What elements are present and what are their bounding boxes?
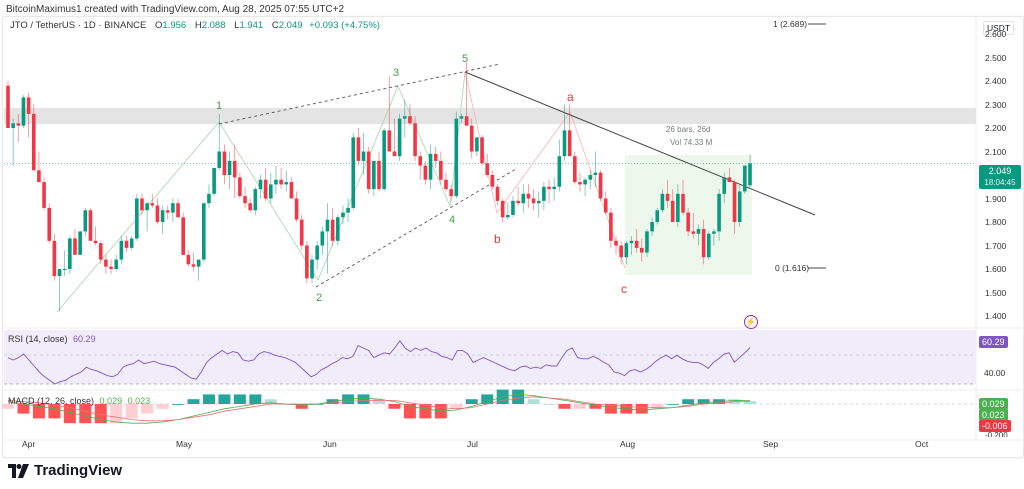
trendline[interactable] (464, 71, 816, 216)
rsi-value-badge: 60.29 (979, 336, 1008, 348)
macd-signal-value: 0.023 (127, 396, 151, 406)
rsi-pane[interactable] (4, 330, 976, 384)
rsi-value: 60.29 (73, 334, 96, 344)
wave-label-a[interactable]: a (567, 90, 574, 104)
price-tick: 1.900 (985, 193, 1007, 204)
open-label: O (155, 20, 163, 31)
signal-line (7, 396, 751, 422)
currency-button[interactable]: USDT (983, 21, 1015, 35)
rsi-line (7, 340, 751, 385)
price-tick: 1.400 (985, 311, 1007, 321)
wave-label-4[interactable]: 4 (449, 214, 456, 226)
wave-label-b[interactable]: b (494, 232, 501, 246)
rsi-legend: RSI (14, close) 60.29 (8, 334, 96, 344)
price-tick: 2.500 (985, 52, 1007, 63)
rsi-label[interactable]: RSI (14, close) (8, 334, 68, 344)
symbol-title[interactable]: JTO / TetherUS · 1D · BINANCE (10, 20, 147, 31)
close-label: C (271, 20, 279, 31)
high-value: 2.088 (201, 20, 226, 31)
tradingview-logo[interactable]: TradingView (8, 462, 122, 479)
price-tick: 2.600 (985, 29, 1007, 39)
price-tick: 2.300 (985, 99, 1007, 110)
brand-name: TradingView (34, 462, 123, 479)
rsi-level-label: 40.00 (984, 368, 1006, 378)
time-tick: Sep (763, 439, 779, 449)
time-tick: Jul (467, 439, 478, 449)
wave-label-2[interactable]: 2 (316, 292, 323, 304)
macd-label[interactable]: MACD (12, 26, close) (8, 396, 95, 406)
price-tick: 2.400 (985, 76, 1007, 86)
close-value: 2.049 (278, 20, 303, 31)
macd-axis-label: -0.200 (985, 431, 1008, 437)
range-bars-label: 26 bars, 26d (666, 125, 711, 134)
price-tick: 1.600 (985, 264, 1007, 274)
open-value: 1.956 (162, 20, 187, 31)
macd-value-badge: 0.029 (979, 398, 1008, 410)
price-tick: 2.100 (985, 146, 1007, 157)
low-label: L (234, 20, 240, 31)
macd-legend: MACD (12, 26, close) 0.029 0.023 (8, 396, 150, 406)
macd-value: 0.029 (99, 396, 123, 406)
price-tick: 1.500 (985, 287, 1007, 298)
candle-countdown: 18:04:45 (984, 178, 1016, 187)
current-price-badge: 2.049 18:04:45 (979, 165, 1021, 189)
chart-credit: BitcoinMaximus1 created with TradingView… (6, 4, 345, 15)
current-price: 2.049 (988, 166, 1012, 176)
signal-value-badge: 0.023 (979, 409, 1008, 421)
price-tick: 1.700 (985, 240, 1007, 251)
time-tick: Apr (22, 439, 36, 449)
low-value: 1.941 (239, 20, 264, 31)
fib-top-label[interactable]: 1 (2.689) (773, 19, 808, 29)
lightning-alert-icon[interactable]: ⚡ (744, 315, 758, 329)
time-tick: Aug (620, 439, 636, 449)
symbol-legend: JTO / TetherUS · 1D · BINANCE O1.956 H2.… (10, 20, 380, 31)
high-label: H (194, 20, 202, 31)
time-tick: Oct (915, 439, 929, 449)
time-tick: May (176, 439, 193, 449)
resistance-zone[interactable] (4, 108, 976, 124)
histogram-value-badge: -0.006 (979, 420, 1011, 432)
wave-label-1[interactable]: 1 (216, 100, 223, 112)
wave-label-c[interactable]: c (621, 282, 627, 296)
price-tick: 1.800 (985, 217, 1007, 227)
change-value: +0.093 (+4.75%) (309, 20, 380, 31)
tradingview-logo-icon (8, 463, 29, 478)
wave-label-5[interactable]: 5 (462, 53, 469, 65)
macd-line (7, 393, 751, 424)
time-tick: Jun (323, 439, 337, 449)
wave-label-3[interactable]: 3 (393, 67, 400, 79)
price-tick: 2.200 (985, 123, 1007, 133)
candlesticks[interactable] (6, 62, 752, 312)
fib-bottom-label[interactable]: 0 (1.616) (775, 263, 810, 273)
range-volume-label: Vol 74.33 M (670, 138, 713, 147)
